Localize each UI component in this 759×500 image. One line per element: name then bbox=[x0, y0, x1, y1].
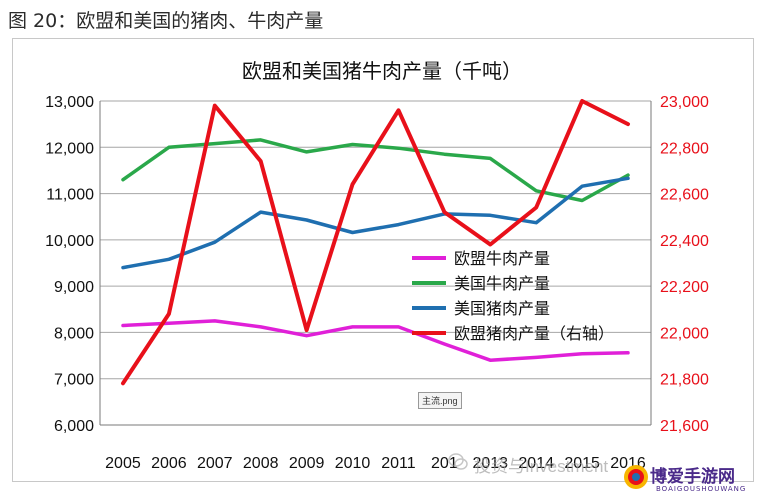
right-axis-tick-label: 22,400 bbox=[660, 233, 709, 250]
right-axis-tick-label: 22,200 bbox=[660, 279, 709, 296]
x-axis-tick-label: 2014 bbox=[518, 455, 554, 472]
left-axis-tick-label: 12,000 bbox=[45, 140, 94, 157]
series-line bbox=[121, 99, 630, 386]
left-axis-tick-label: 13,000 bbox=[45, 94, 94, 111]
left-axis-tick-label: 8,000 bbox=[54, 325, 94, 342]
series-line bbox=[121, 176, 630, 270]
legend-label: 欧盟牛肉产量 bbox=[454, 249, 550, 268]
brand-subtitle: BOAIGOUSHOUWANG bbox=[656, 485, 747, 493]
x-axis-tick-label: 2008 bbox=[243, 455, 279, 472]
x-axis-tick-label: 2009 bbox=[289, 455, 325, 472]
right-axis-tick-label: 22,000 bbox=[660, 325, 709, 342]
plot-frame bbox=[99, 101, 652, 426]
left-axis-tick-label: 11,000 bbox=[46, 187, 94, 204]
right-axis-ticks: 21,600 21,800 22,000 22,200 22,400 22,600 22,8… bbox=[660, 94, 709, 435]
chart-container bbox=[12, 38, 754, 482]
chart-title: 欧盟和美国猪牛肉产量（千吨） bbox=[242, 59, 522, 83]
left-axis-tick-label: 9,000 bbox=[54, 279, 94, 296]
x-axis-tick-label: 2005 bbox=[105, 455, 141, 472]
x-axis-tick-label: 201 bbox=[431, 455, 458, 472]
legend-label: 美国牛肉产量 bbox=[454, 274, 550, 293]
left-axis-tick-label: 10,000 bbox=[45, 233, 94, 250]
left-axis-tick-label: 6,000 bbox=[54, 418, 94, 435]
figure-caption: 图 20：欧盟和美国的猪肉、牛肉产量 bbox=[8, 10, 324, 32]
series-line bbox=[121, 319, 630, 362]
left-axis-tick-label: 7,000 bbox=[54, 372, 94, 389]
x-axis-tick-label: 2013 bbox=[472, 455, 508, 472]
x-axis-tick-label: 2010 bbox=[335, 455, 371, 472]
right-axis-tick-label: 22,800 bbox=[660, 140, 709, 157]
x-axis-tick-label: 2006 bbox=[151, 455, 187, 472]
image-tooltip: 主流.png bbox=[418, 392, 462, 409]
right-axis-tick-label: 21,800 bbox=[660, 372, 709, 389]
right-axis-tick-label: 21,600 bbox=[660, 418, 709, 435]
brand-logo-icon bbox=[624, 465, 648, 489]
legend-label: 美国猪肉产量 bbox=[454, 299, 550, 318]
right-axis-tick-label: 23,000 bbox=[660, 94, 709, 111]
series-layer bbox=[121, 99, 630, 386]
watermark-text: 投资与Investment bbox=[474, 457, 609, 476]
legend-label: 欧盟猪肉产量（右轴） bbox=[454, 324, 614, 343]
x-axis-tick-label: 2007 bbox=[197, 455, 233, 472]
x-axis-ticks: 2005 2006 2007 2008 2009 2010 2011 201 2013 2014 2… bbox=[105, 455, 646, 472]
x-axis-tick-label: 2011 bbox=[381, 455, 416, 472]
brand-name: 博爱手游网 bbox=[650, 467, 735, 487]
left-axis-ticks: 6,000 7,000 8,000 9,000 10,000 11,000 12,000 13… bbox=[45, 94, 94, 435]
x-axis-tick-label: 2015 bbox=[564, 455, 600, 472]
right-axis-tick-label: 22,600 bbox=[660, 187, 709, 204]
wechat-icon bbox=[448, 453, 468, 470]
